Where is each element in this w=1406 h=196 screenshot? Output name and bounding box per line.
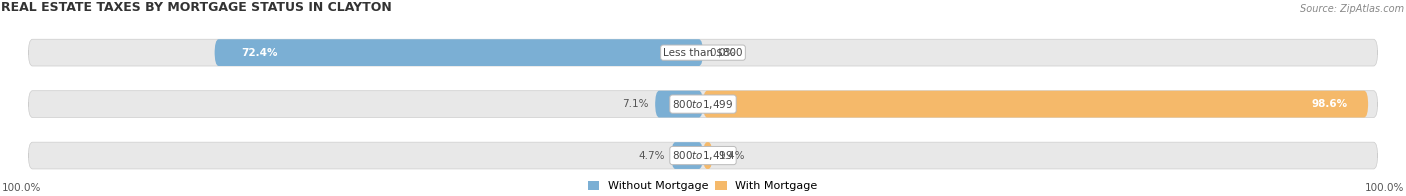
Text: 4.7%: 4.7%: [638, 151, 665, 161]
FancyBboxPatch shape: [215, 39, 703, 66]
Text: REAL ESTATE TAXES BY MORTGAGE STATUS IN CLAYTON: REAL ESTATE TAXES BY MORTGAGE STATUS IN …: [1, 1, 392, 14]
FancyBboxPatch shape: [703, 91, 1368, 117]
Text: 98.6%: 98.6%: [1312, 99, 1348, 109]
Text: $800 to $1,499: $800 to $1,499: [672, 149, 734, 162]
Text: 100.0%: 100.0%: [1, 183, 41, 193]
FancyBboxPatch shape: [703, 142, 713, 169]
FancyBboxPatch shape: [28, 91, 1378, 117]
Text: 100.0%: 100.0%: [1365, 183, 1405, 193]
FancyBboxPatch shape: [28, 39, 1378, 66]
FancyBboxPatch shape: [671, 142, 703, 169]
FancyBboxPatch shape: [655, 91, 703, 117]
Text: 1.4%: 1.4%: [720, 151, 745, 161]
Text: 72.4%: 72.4%: [242, 48, 278, 58]
Text: Source: ZipAtlas.com: Source: ZipAtlas.com: [1301, 4, 1405, 14]
Text: Less than $800: Less than $800: [664, 48, 742, 58]
Text: 7.1%: 7.1%: [621, 99, 648, 109]
Legend: Without Mortgage, With Mortgage: Without Mortgage, With Mortgage: [583, 177, 823, 196]
Text: 0.0%: 0.0%: [710, 48, 735, 58]
FancyBboxPatch shape: [28, 142, 1378, 169]
Text: $800 to $1,499: $800 to $1,499: [672, 98, 734, 111]
